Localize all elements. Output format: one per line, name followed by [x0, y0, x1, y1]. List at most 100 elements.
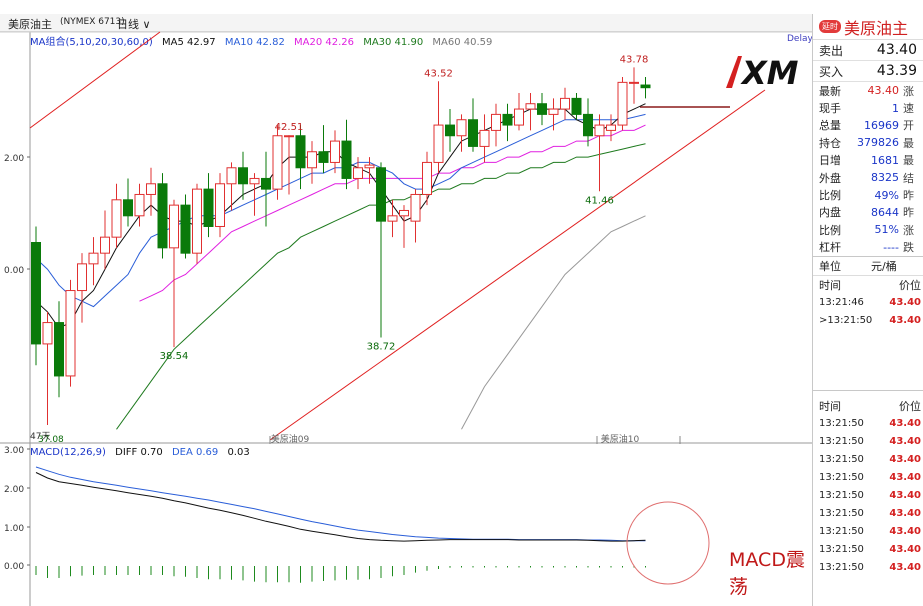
tick-row: 13:21:50 43.40 — [813, 523, 923, 541]
instrument-name[interactable]: 美原油主 — [8, 18, 52, 31]
candle-body — [617, 81, 628, 126]
candle — [215, 173, 225, 238]
candle-body — [238, 167, 248, 185]
candle-body — [318, 151, 329, 163]
tick-time: 13:21:50 — [819, 526, 864, 538]
price-chart[interactable]: 2.00 0.00 3.00 2.00 1.00 0.00 42.51 43.52 43.78… — [0, 0, 812, 606]
tick-price: 43.40 — [889, 508, 921, 520]
candle — [318, 125, 329, 174]
candle-body — [261, 177, 271, 190]
candle-body — [307, 151, 317, 169]
candle-body — [54, 322, 64, 377]
ma20-line — [139, 124, 646, 302]
moving-averages — [35, 103, 646, 430]
candle — [606, 114, 616, 142]
trendline-lower — [269, 89, 766, 441]
trendline-upper — [29, 31, 161, 129]
candle-body — [525, 103, 536, 110]
tick-price: 43.40 — [889, 297, 921, 309]
candle-body — [31, 242, 41, 345]
stat-value: 49% — [874, 188, 899, 202]
delay-badge: 延时 — [819, 20, 841, 33]
candle — [387, 199, 398, 238]
stat-label: 内盘 — [819, 206, 841, 220]
stat-value: 43.40 — [867, 84, 900, 98]
ma30-value: MA30 41.90 — [363, 37, 424, 48]
tick-row: 13:21:50 43.40 — [813, 487, 923, 505]
macd-label[interactable]: MACD(12,26,9) — [30, 447, 106, 458]
ma20-value: MA20 42.26 — [294, 37, 354, 48]
tick-time: 13:21:46 — [819, 297, 864, 309]
price-annotation: 38.54 — [160, 351, 189, 362]
candle-body — [606, 124, 616, 131]
candle-body — [640, 84, 651, 89]
candle-body — [560, 97, 570, 110]
stat-value: 8325 — [871, 171, 899, 185]
tick-list-recent: 13:21:46 43.40 >13:21:50 43.40 — [813, 294, 923, 330]
unit-value: 元/桶 — [871, 259, 897, 273]
stat-extra: 跌 — [903, 241, 914, 255]
candle-body — [295, 135, 306, 169]
candle — [514, 93, 524, 131]
candle-body — [399, 209, 409, 217]
candle-body — [88, 252, 99, 265]
tick-header-price-2: 价位 — [899, 399, 921, 413]
tick-price: 43.40 — [889, 490, 921, 502]
tick-row: 13:21:50 43.40 — [813, 541, 923, 559]
candle — [433, 81, 444, 174]
tick-row: 13:21:50 43.40 — [813, 451, 923, 469]
candle-body — [226, 167, 237, 185]
macd-axis-label: 3.00 — [4, 446, 24, 456]
logo-text: XM — [740, 54, 799, 92]
stat-row: 杠杆 ---- 跌 — [813, 239, 923, 256]
candle — [100, 210, 110, 270]
delay-label: Delay — [787, 34, 813, 44]
candle-body — [203, 188, 214, 227]
candle-body — [456, 119, 467, 137]
candle — [169, 199, 179, 348]
contract-label: 美原油09 — [271, 433, 310, 445]
tick-price: 43.40 — [889, 315, 921, 327]
candle — [77, 253, 87, 323]
stat-value: 1 — [892, 101, 899, 115]
candle — [376, 162, 386, 338]
stat-row: 内盘 8644 昨 — [813, 204, 923, 221]
ma10-line — [35, 113, 646, 308]
chevron-down-icon: ∨ — [142, 18, 151, 31]
candle-body — [215, 183, 225, 227]
candle — [123, 178, 133, 227]
period-selector[interactable]: 日线 ∨ — [117, 16, 151, 32]
unit-row: 单位 元/桶 — [813, 255, 923, 276]
candle — [192, 183, 202, 264]
trendlines — [29, 31, 766, 441]
stat-row: 持仓 379826 最 — [813, 134, 923, 151]
candle — [146, 167, 156, 216]
candle — [594, 114, 605, 192]
macd-hist-value: 0.03 — [227, 447, 250, 458]
candle — [640, 77, 651, 99]
price-annotation: 43.52 — [424, 68, 453, 79]
tick-price: 43.40 — [889, 436, 921, 448]
candle-body — [410, 193, 421, 222]
price-annotation: 43.78 — [620, 54, 649, 65]
candle-body — [468, 119, 478, 147]
candle-body — [123, 199, 133, 217]
chart-area[interactable]: 美原油主 (NYMEX 6713) 日线 ∨ MA组合(5,10,20,30,6… — [0, 0, 813, 606]
stat-extra: 开 — [903, 119, 914, 133]
tick-header: 时间 价位 — [813, 276, 923, 294]
stat-extra: 最 — [903, 154, 914, 168]
candle — [249, 173, 260, 216]
ma10-value: MA10 42.82 — [224, 37, 285, 48]
tick-header-price: 价位 — [899, 278, 921, 292]
stat-extra: 结 — [903, 171, 914, 185]
candle — [134, 183, 145, 227]
buy-value: 43.39 — [876, 63, 917, 79]
price-annotation-low: 37.08 — [38, 435, 64, 445]
tick-row: 13:21:50 43.40 — [813, 433, 923, 451]
candle — [479, 114, 490, 163]
candle — [537, 93, 547, 126]
candle — [31, 226, 41, 366]
tick-row: >13:21:50 43.40 — [813, 312, 923, 330]
candle — [341, 119, 352, 190]
ma-group-label[interactable]: MA组合(5,10,20,30,60,0) — [30, 37, 153, 48]
